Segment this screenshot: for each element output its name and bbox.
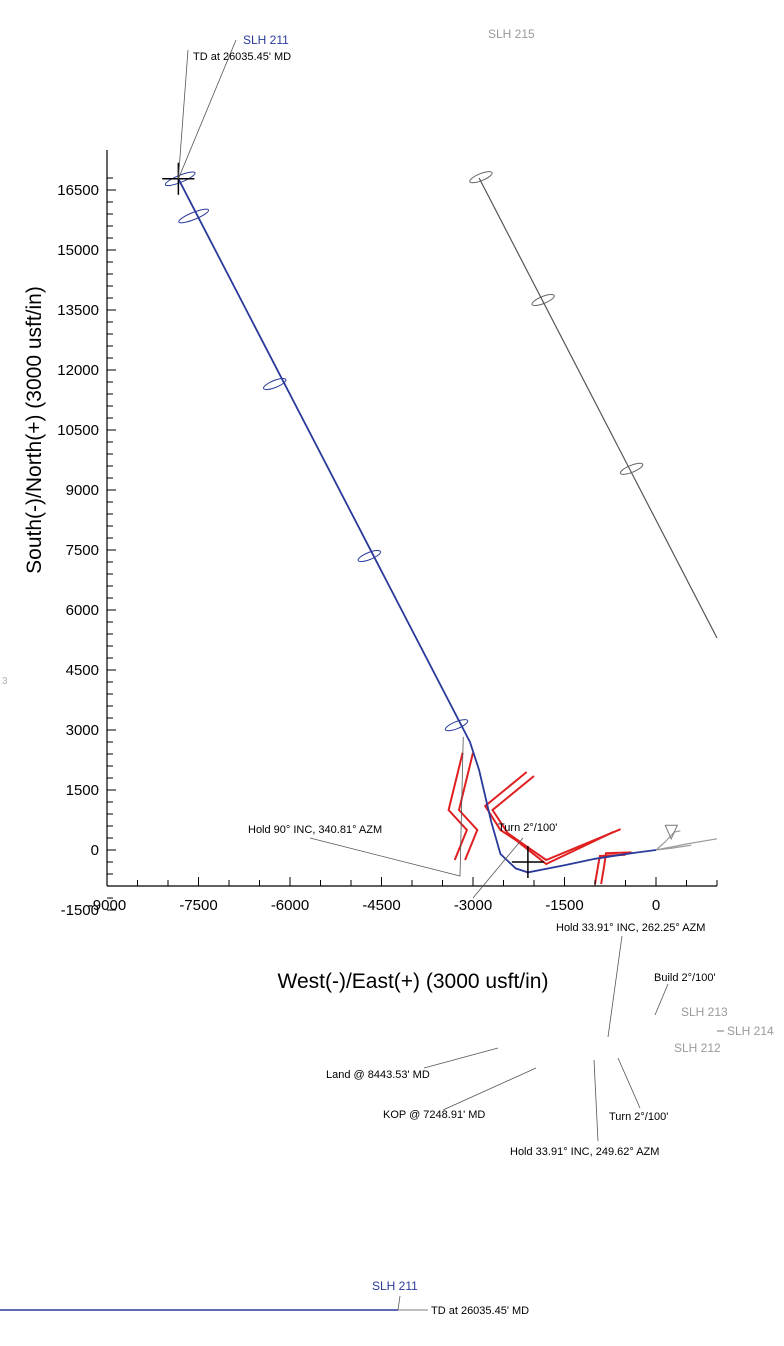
kop-leader bbox=[442, 1067, 537, 1111]
y-tick-label: -1500 bbox=[61, 902, 99, 919]
hold249-leader bbox=[593, 1059, 599, 1142]
y-tick-label: 1500 bbox=[66, 782, 99, 799]
uncertainty-ellipse bbox=[178, 208, 210, 224]
uncertainty-ellipse bbox=[531, 293, 555, 307]
series-slh-214 bbox=[655, 838, 718, 851]
x-tick-label: -1500 bbox=[545, 897, 583, 914]
turn-top-leader bbox=[472, 837, 524, 899]
stray-mark: 3 bbox=[2, 676, 8, 687]
y-tick-label: 13500 bbox=[57, 302, 99, 319]
y-tick-label: 3000 bbox=[66, 722, 99, 739]
y-axis-title: South(-)/North(+) (3000 usft/in) bbox=[23, 286, 46, 574]
footer-td-label: TD at 26035.45' MD bbox=[431, 1305, 529, 1317]
y-tick-label: 15000 bbox=[57, 242, 99, 259]
hazard-zones bbox=[447, 752, 632, 885]
y-tick-label: 16500 bbox=[57, 182, 99, 199]
land-leader bbox=[423, 1047, 499, 1069]
uncertainty-ellipse bbox=[469, 171, 493, 184]
td-leader bbox=[177, 49, 189, 179]
x-axis-title: West(-)/East(+) (3000 usft/in) bbox=[278, 970, 549, 993]
hazard-boundary bbox=[447, 752, 469, 861]
y-tick-label: 12000 bbox=[57, 362, 99, 379]
x-tick-label: -4500 bbox=[362, 897, 400, 914]
hazard-boundary bbox=[457, 752, 479, 861]
chart-axes: -9000 -7500 -6000 -4500 -3000 -1500 0 -1500 0 150… bbox=[57, 150, 718, 919]
turn-bottom-leader bbox=[617, 1057, 641, 1109]
annotations: SLH 211 TD at 26035.45' MD SLH 215 Hold 90°… bbox=[177, 27, 774, 1158]
label-turn-bottom: Turn 2°/100' bbox=[609, 1111, 668, 1123]
footer-well-label: SLH 211 bbox=[372, 1279, 418, 1293]
label-kop: KOP @ 7248.91' MD bbox=[383, 1109, 485, 1121]
slh211-leader bbox=[178, 39, 237, 179]
hold90-leader bbox=[309, 736, 464, 877]
build-leader bbox=[654, 983, 669, 1016]
y-tick-label: 6000 bbox=[66, 602, 99, 619]
label-slh211: SLH 211 bbox=[243, 33, 289, 47]
well-paths bbox=[177, 177, 718, 874]
label-hold90: Hold 90° INC, 340.81° AZM bbox=[248, 824, 382, 836]
y-tick-label: 4500 bbox=[66, 662, 99, 679]
uncertainty-ellipses bbox=[164, 171, 644, 732]
uncertainty-ellipse bbox=[263, 377, 287, 391]
y-tick-label: 0 bbox=[91, 842, 99, 859]
slh213-marker bbox=[664, 824, 679, 841]
label-slh215: SLH 215 bbox=[488, 27, 535, 41]
y-tick-label: 7500 bbox=[66, 542, 99, 559]
label-land: Land @ 8443.53' MD bbox=[326, 1069, 430, 1081]
x-tick-label: -6000 bbox=[271, 897, 309, 914]
series-slh-213 bbox=[655, 830, 681, 851]
y-tick-label: 10500 bbox=[57, 422, 99, 439]
footer-leader bbox=[397, 1295, 401, 1311]
x-tick-label: 0 bbox=[652, 897, 660, 914]
x-tick-label: -3000 bbox=[454, 897, 492, 914]
hazard-boundary bbox=[600, 851, 632, 885]
uncertainty-ellipse bbox=[357, 549, 382, 563]
label-build: Build 2°/100' bbox=[654, 972, 716, 984]
label-td: TD at 26035.45' MD bbox=[193, 51, 291, 63]
uncertainty-ellipse bbox=[619, 462, 644, 475]
label-slh212: SLH 212 bbox=[674, 1041, 721, 1055]
x-tick-label: -7500 bbox=[179, 897, 217, 914]
series-slh-215 bbox=[478, 177, 718, 639]
series-slh-211 bbox=[177, 178, 657, 874]
x-tick-label: -9000 bbox=[88, 897, 126, 914]
hold262-leader bbox=[607, 935, 623, 1038]
label-turn-top: Turn 2°/100' bbox=[498, 822, 557, 834]
kop-crosshair bbox=[511, 846, 544, 878]
hazard-boundary bbox=[483, 771, 614, 866]
label-slh213: SLH 213 bbox=[681, 1005, 728, 1019]
hazard-boundary bbox=[491, 775, 622, 862]
uncertainty-ellipse bbox=[444, 719, 469, 732]
label-slh214: SLH 214 bbox=[727, 1024, 774, 1038]
position-markers bbox=[162, 162, 679, 878]
label-hold262: Hold 33.91° INC, 262.25° AZM bbox=[556, 922, 705, 934]
y-tick-label: 9000 bbox=[66, 482, 99, 499]
hazard-boundary bbox=[594, 853, 626, 885]
label-hold249: Hold 33.91° INC, 249.62° AZM bbox=[510, 1146, 659, 1158]
